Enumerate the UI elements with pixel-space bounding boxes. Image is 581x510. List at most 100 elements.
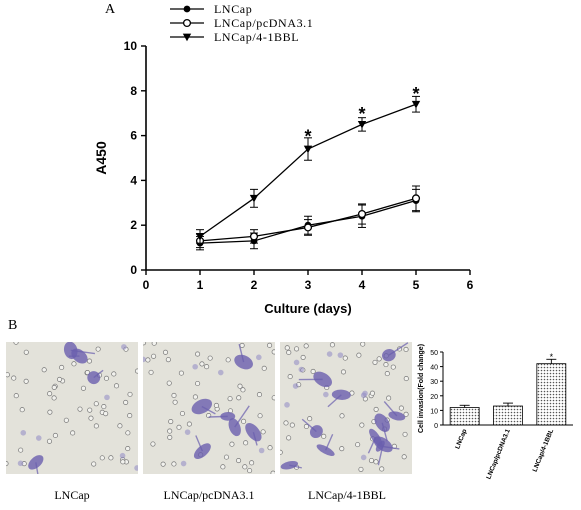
micrograph-1-pore-36 [271, 395, 275, 401]
micrograph-0-pore-36 [127, 391, 133, 397]
y-tick-label-5: 10 [124, 39, 138, 53]
micrograph-1-pore-12 [242, 464, 248, 470]
micrograph-0-pore-5 [93, 423, 99, 429]
micrograph-2-pore-1 [368, 457, 375, 464]
micrograph-0-pore-39 [47, 391, 53, 397]
micrograph-2-cell-5 [316, 444, 335, 457]
micrograph-1-pore-52 [243, 440, 249, 446]
bar-0 [449, 407, 480, 426]
micrograph-0-pore-0 [6, 460, 9, 467]
micrograph-0-pore-38 [80, 385, 87, 391]
micrograph-2-pore-9 [403, 411, 409, 417]
micrograph-2-faint-cell-6 [284, 402, 290, 408]
micrograph-1-pore-33 [165, 357, 171, 363]
micrograph-2-pore-10 [355, 442, 361, 448]
micrograph-0-pore-28 [56, 376, 63, 382]
micrograph-2-pore-41 [369, 390, 376, 396]
bar-y-tick-label-0: 0 [434, 423, 438, 430]
micrograph-1-pore-39 [148, 369, 154, 375]
micrograph-2-pore-12 [356, 352, 362, 358]
micrograph-0-faint-cell-4 [134, 465, 138, 471]
micrograph-2-pore-32 [403, 376, 409, 382]
micrograph-2-faint-cell-4 [323, 391, 329, 398]
micrograph-0-pore-22 [77, 406, 83, 412]
series-1-point-4 [411, 194, 421, 203]
significance-star-1: * [358, 104, 365, 124]
micrograph-2-process-5 [324, 433, 334, 451]
y-tick-label-0: 0 [130, 263, 137, 277]
micrograph-1-pore-21 [178, 370, 184, 376]
micrograph-2-pore-13 [283, 420, 289, 426]
micrograph-1-pore-42 [207, 355, 213, 361]
micrograph-0-pore-20 [99, 455, 105, 461]
micrograph-1-faint-cell-1 [217, 369, 224, 376]
micrograph-2-process-1 [289, 464, 302, 469]
y-tick-label-4: 8 [130, 84, 137, 98]
micrograph-0-pore-8 [95, 346, 101, 352]
significance-star-2: * [412, 84, 419, 104]
micrograph-1-pore-41 [160, 461, 166, 467]
panel-label-b: B [8, 318, 18, 333]
micrograph-2-pore-31 [401, 454, 407, 460]
micrograph-0-pore-26 [91, 461, 97, 467]
micrograph-1-pore-46 [213, 402, 219, 408]
micrograph-2-pore-43 [379, 466, 385, 472]
micrograph-1-process-4 [238, 343, 245, 363]
micrograph-1-cell-4 [234, 354, 253, 370]
micrograph-0-pore-50 [103, 375, 110, 381]
micrograph-2-process-6 [380, 445, 400, 450]
micrograph-1-pore-25 [260, 429, 266, 435]
bar-y-tick-label-3: 30 [430, 379, 438, 386]
micrograph-0-pore-54 [101, 404, 107, 410]
micrograph-0-pore-52 [13, 342, 19, 345]
micrograph-2-pore-37 [284, 345, 290, 351]
micrograph-1-pore-49 [143, 342, 147, 346]
micrograph-0-process-0 [93, 369, 104, 379]
micrograph-0-faint-cell-0 [17, 460, 24, 467]
legend-label-1: LNCap/pcDNA3.1 [214, 16, 313, 30]
micrograph-lncap [6, 342, 138, 474]
micrograph-2-process-7 [381, 422, 388, 442]
micrograph-0-pore-34 [87, 407, 93, 413]
micrograph-1-pore-37 [229, 441, 235, 447]
micrograph-0-cell-2 [28, 455, 44, 470]
micrograph-0-pore-41 [18, 447, 24, 453]
micrograph-label-pcdna: LNCap/pcDNA3.1 [163, 488, 255, 502]
x-tick-label-6: 6 [467, 278, 474, 292]
micrograph-1-pore-24 [249, 460, 255, 466]
micrograph-1-faint-cell-2 [258, 447, 265, 454]
micrograph-0-pore-46 [63, 417, 69, 423]
micrograph-2-pore-42 [358, 466, 364, 472]
bar-y-tick-label-4: 40 [430, 365, 438, 372]
micrograph-1-pore-28 [236, 458, 242, 464]
micrograph-1-pore-43 [168, 418, 174, 425]
series-1-point-1 [249, 232, 259, 241]
micrograph-1-pore-23 [150, 441, 156, 447]
series-2-point-3 [357, 121, 367, 129]
bar-y-tick-label-5: 50 [430, 350, 438, 357]
micrograph-2-pore-4 [300, 354, 306, 360]
micrograph-2-pore-15 [310, 368, 316, 374]
y-tick-label-2: 4 [130, 173, 137, 187]
micrograph-1-pore-40 [247, 468, 253, 474]
micrograph-1-pore-8 [223, 454, 230, 460]
micrograph-lncap-image [6, 342, 138, 474]
micrograph-1-pore-50 [195, 351, 201, 357]
micrograph-1-process-0 [208, 415, 228, 418]
micrograph-0-pore-29 [51, 395, 57, 401]
micrograph-1-process-1 [234, 405, 250, 428]
micrograph-0-pore-53 [84, 369, 90, 376]
micrograph-1-pore-17 [240, 387, 246, 393]
micrograph-0-faint-cell-1 [20, 429, 27, 436]
micrograph-1-faint-cell-5 [180, 460, 187, 467]
micrograph-0-pore-27 [71, 361, 77, 367]
micrograph-0-pore-51 [6, 372, 10, 378]
micrograph-2-pore-53 [294, 346, 300, 352]
micrograph-1-pore-14 [199, 361, 205, 367]
micrograph-0-pore-4 [103, 411, 109, 417]
micrograph-2-pore-16 [359, 422, 365, 428]
micrograph-0-pore-11 [19, 407, 25, 413]
micrograph-2-pore-3 [402, 431, 408, 437]
micrograph-1-cell-2 [191, 398, 213, 415]
